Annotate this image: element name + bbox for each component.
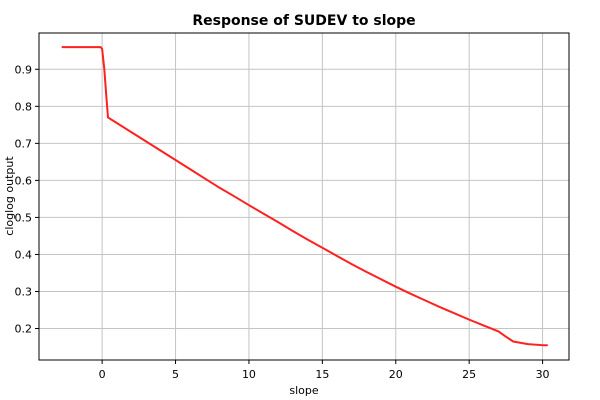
series-line: [61, 46, 548, 347]
grid: [39, 33, 569, 360]
axis-ticks: 0 5 10 15 20 25 30 0.2 0.3 0.4 0.5 0.6 0.7 0.8 0.9: [15, 63, 550, 381]
y-axis-label: cloglog output: [3, 156, 16, 236]
y-tick-label: 0.9: [15, 63, 33, 76]
plot-frame: [38, 32, 570, 361]
x-tick-label: 15: [315, 368, 329, 381]
y-tick-label: 0.5: [15, 211, 33, 224]
y-tick-label: 0.7: [15, 137, 33, 150]
x-tick-label: 5: [172, 368, 179, 381]
y-tick-label: 0.2: [15, 323, 33, 336]
x-tick-label: 0: [99, 368, 106, 381]
y-tick-label: 0.4: [15, 248, 33, 261]
x-axis-label: slope: [289, 384, 318, 397]
chart-title: Response of SUDEV to slope: [192, 13, 415, 29]
x-tick-label: 10: [242, 368, 256, 381]
x-tick-label: 30: [536, 368, 550, 381]
x-tick-label: 20: [389, 368, 403, 381]
series-layer: [61, 46, 548, 347]
y-tick-label: 0.8: [15, 100, 33, 113]
y-tick-label: 0.3: [15, 285, 33, 298]
x-tick-label: 25: [462, 368, 476, 381]
y-tick-label: 0.6: [15, 174, 33, 187]
